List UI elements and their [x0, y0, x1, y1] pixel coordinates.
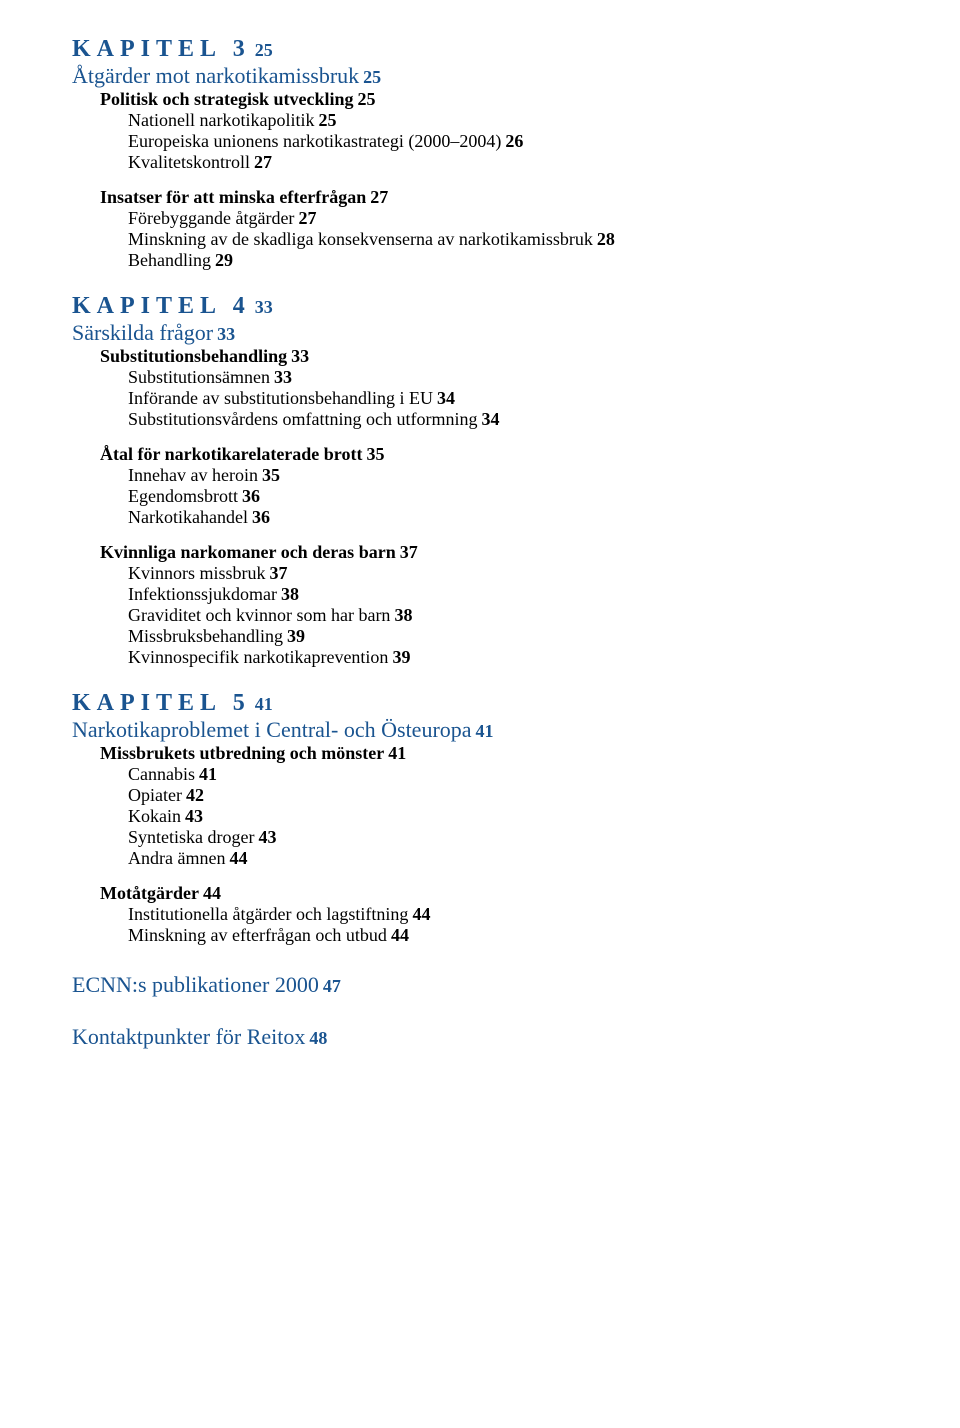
toc-item: Substitutionsämnen 33 — [72, 367, 888, 388]
toc-item: Graviditet och kvinnor som har barn 38 — [72, 605, 888, 626]
toc-item: Syntetiska droger 43 — [72, 827, 888, 848]
publications-row: ECNN:s publikationer 2000 47 — [72, 972, 888, 998]
toc-item: Minskning av de skadliga konsekvenserna … — [72, 229, 888, 250]
toc-item: Innehav av heroin 35 — [72, 465, 888, 486]
chapter-5-subtitle-row: Narkotikaproblemet i Central- och Östeur… — [72, 717, 888, 743]
toc-item: Nationell narkotikapolitik 25 — [72, 110, 888, 131]
toc-item: Substitutionsvårdens omfattning och utfo… — [72, 409, 888, 430]
chapter-3-subtitle-row: Åtgärder mot narkotikamissbruk 25 — [72, 63, 888, 89]
k4-sec3-row: Kvinnliga narkomaner och deras barn 37 — [72, 542, 888, 563]
toc-item: Infektionssjukdomar 38 — [72, 584, 888, 605]
toc-item: Behandling 29 — [72, 250, 888, 271]
chapter-4-subtitle-row: Särskilda frågor 33 — [72, 320, 888, 346]
k3-sec1-row: Politisk och strategisk utveckling 25 — [72, 89, 888, 110]
reitox-row: Kontaktpunkter för Reitox 48 — [72, 1024, 888, 1050]
toc-item: Kvinnospecifik narkotikaprevention 39 — [72, 647, 888, 668]
toc-item: Institutionella åtgärder och lagstiftnin… — [72, 904, 888, 925]
k5-sec1-row: Missbrukets utbredning och mönster 41 — [72, 743, 888, 764]
toc-item: Andra ämnen 44 — [72, 848, 888, 869]
toc-item: Kvinnors missbruk 37 — [72, 563, 888, 584]
chapter-3-header: KAPITEL 3 25 — [72, 36, 888, 63]
toc-item: Införande av substitutionsbehandling i E… — [72, 388, 888, 409]
toc-item: Förebyggande åtgärder 27 — [72, 208, 888, 229]
toc-item: Kokain 43 — [72, 806, 888, 827]
k5-sec2-row: Motåtgärder 44 — [72, 883, 888, 904]
chapter-4-header: KAPITEL 4 33 — [72, 293, 888, 320]
toc-item: Narkotikahandel 36 — [72, 507, 888, 528]
toc-item: Kvalitetskontroll 27 — [72, 152, 888, 173]
k4-sec2-row: Åtal för narkotikarelaterade brott 35 — [72, 444, 888, 465]
toc-item: Egendomsbrott 36 — [72, 486, 888, 507]
chapter-5-header: KAPITEL 5 41 — [72, 690, 888, 717]
toc-item: Missbruksbehandling 39 — [72, 626, 888, 647]
toc-item: Minskning av efterfrågan och utbud 44 — [72, 925, 888, 946]
toc-item: Opiater 42 — [72, 785, 888, 806]
k4-sec1-row: Substitutionsbehandling 33 — [72, 346, 888, 367]
k3-sec2-row: Insatser för att minska efterfrågan 27 — [72, 187, 888, 208]
toc-item: Cannabis 41 — [72, 764, 888, 785]
toc-item: Europeiska unionens narkotikastrategi (2… — [72, 131, 888, 152]
